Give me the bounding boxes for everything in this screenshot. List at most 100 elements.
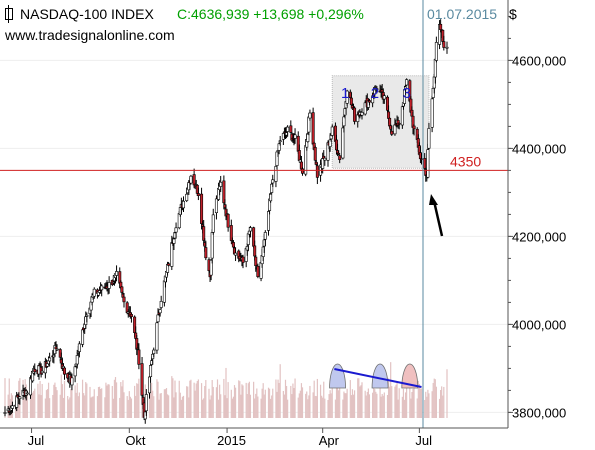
candle-body <box>427 128 431 149</box>
candle-body <box>412 125 416 130</box>
volume-bar <box>412 388 414 418</box>
volume-bar <box>38 394 40 418</box>
cursor-date: 01.07.2015 <box>427 6 498 22</box>
volume-bar <box>78 392 80 418</box>
volume-bar <box>181 396 184 418</box>
volume-bar <box>431 391 433 418</box>
volume-bar <box>404 392 407 418</box>
volume-peak-arc <box>401 363 419 389</box>
volume-bar <box>152 390 154 418</box>
volume-bar <box>398 388 400 418</box>
volume-bar <box>396 382 398 418</box>
volume-bar <box>346 388 348 418</box>
volume-bar <box>130 398 133 418</box>
volume-bar <box>233 385 236 418</box>
volume-bar <box>104 397 106 418</box>
peak-arcs <box>329 363 422 389</box>
volume-bar <box>179 392 181 418</box>
volume-bar <box>247 383 249 418</box>
volume-bar <box>380 396 382 418</box>
volume-bar <box>390 362 392 418</box>
volume-bar <box>305 393 307 418</box>
volume-bar <box>92 396 94 418</box>
volume-bar <box>129 396 131 418</box>
volume-bar <box>426 396 428 418</box>
candle-body <box>274 166 278 182</box>
arrow-head <box>429 194 438 205</box>
volume-bar <box>253 381 255 418</box>
annotations: 4350 1 2 3 <box>0 0 508 428</box>
volume-bar <box>433 378 435 418</box>
volume-bar <box>149 393 152 418</box>
volume-bar <box>336 384 339 418</box>
candle-body <box>241 256 245 263</box>
candle-body <box>231 242 235 248</box>
candle-body <box>129 314 133 317</box>
candle-body <box>315 165 319 178</box>
candle-body <box>55 348 59 351</box>
candle-body <box>430 98 434 128</box>
volume-bar <box>287 399 289 418</box>
volume-bar <box>81 379 84 418</box>
candle-body <box>300 168 304 174</box>
volume-bar <box>112 398 114 418</box>
volume-bar <box>316 378 318 418</box>
volume-bar <box>268 388 271 418</box>
volume-bar <box>339 382 341 418</box>
volume-bar <box>294 378 296 418</box>
volume-bar <box>217 399 220 418</box>
candle-body <box>402 89 406 104</box>
volume-bar <box>395 384 397 418</box>
volume-bar <box>319 384 322 418</box>
volume-bar <box>284 379 287 418</box>
volume-bar <box>151 382 153 418</box>
volume-bar <box>403 399 406 418</box>
volume-bar <box>383 392 385 418</box>
volume-bar <box>56 390 58 418</box>
volume-bar <box>111 385 113 418</box>
volume-bar <box>379 387 381 418</box>
candle-body <box>308 112 312 119</box>
instrument-name: NASDAQ-100 INDEX <box>20 6 154 22</box>
volume-bar <box>298 393 300 418</box>
volume-bar <box>335 365 338 418</box>
candle-body <box>18 396 22 399</box>
volume-bar <box>238 380 240 418</box>
candle-body <box>133 316 137 333</box>
volume-bar <box>245 382 247 418</box>
volume-bar <box>223 378 225 418</box>
volume-bar <box>90 397 92 418</box>
volume-bar <box>350 395 352 418</box>
candle-body <box>211 214 215 233</box>
volume-bar <box>249 394 252 418</box>
volume-bar <box>216 379 219 418</box>
volume-bar <box>39 380 41 418</box>
volume-bar <box>53 384 55 418</box>
volume-bar <box>212 386 214 418</box>
volume-bar <box>357 378 359 418</box>
volume-bar <box>68 399 70 418</box>
candle-body <box>375 88 379 90</box>
volume-bar <box>351 389 354 418</box>
candle-body <box>170 242 174 267</box>
volume-bar <box>419 388 422 418</box>
volume-bar <box>231 398 233 418</box>
candle-body <box>345 90 349 104</box>
volume-bars <box>4 362 448 418</box>
volume-bar <box>359 386 361 418</box>
volume-bar <box>324 398 326 418</box>
candle-body <box>311 112 315 145</box>
candle-body <box>10 405 14 409</box>
candle-body <box>390 130 394 135</box>
volume-bar <box>202 399 204 418</box>
candle-body <box>434 42 438 61</box>
volume-bar <box>327 399 329 418</box>
volume-bar <box>427 389 429 418</box>
candle-body <box>158 309 162 314</box>
volume-bar <box>107 384 109 418</box>
volume-bar <box>391 386 393 418</box>
volume-bar <box>197 379 199 418</box>
volume-bar <box>389 386 391 418</box>
website-label: www.tradesignalonline.com <box>5 27 175 43</box>
